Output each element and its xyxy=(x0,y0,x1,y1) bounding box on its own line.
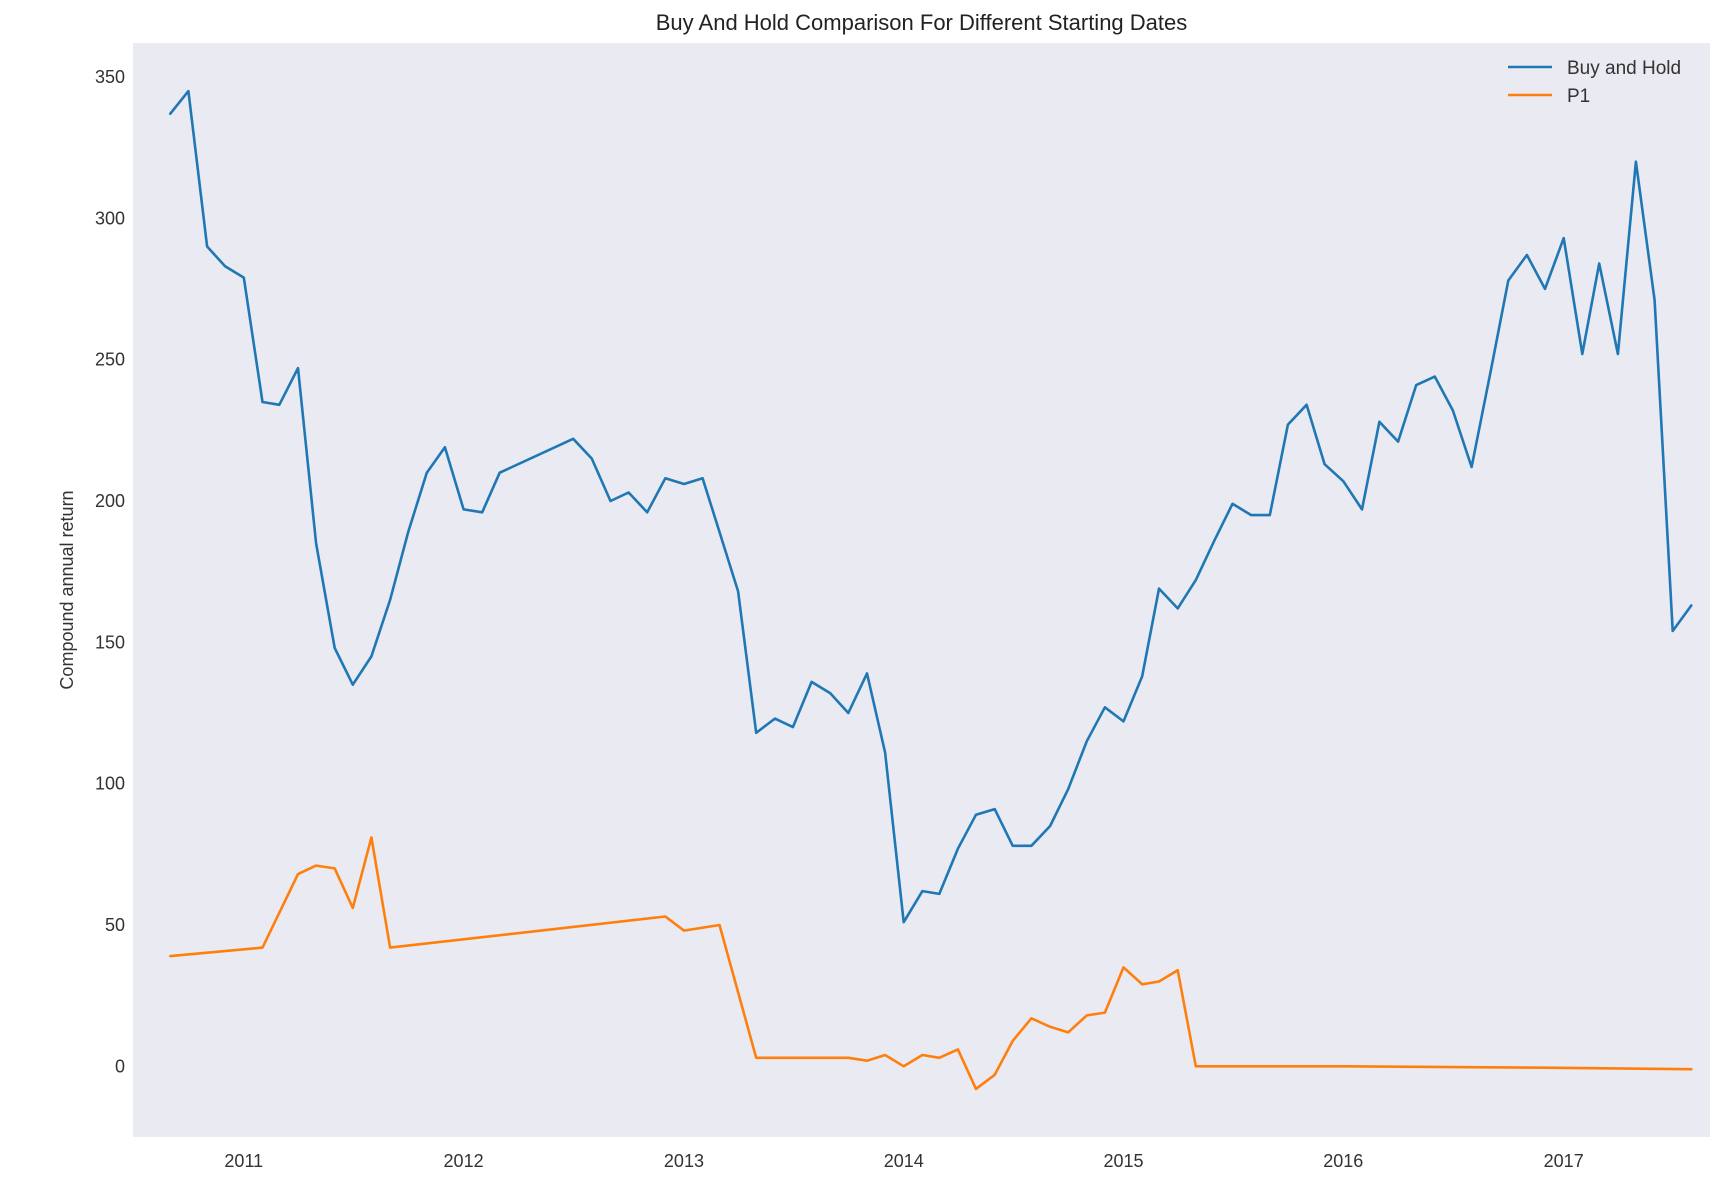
series-lines xyxy=(169,89,1693,1091)
y-tick-label: 200 xyxy=(95,491,125,511)
y-axis-title: Compound annual return xyxy=(57,490,77,689)
legend-label: P1 xyxy=(1567,86,1590,107)
x-tick-label: 2011 xyxy=(224,1151,263,1171)
series-line-p1 xyxy=(169,836,1693,1091)
y-tick-label: 350 xyxy=(95,67,125,87)
x-tick-label: 2017 xyxy=(1544,1151,1584,1171)
x-tick-label: 2015 xyxy=(1103,1151,1143,1171)
y-tick-label: 250 xyxy=(95,350,125,370)
y-tick-label: 0 xyxy=(115,1056,125,1076)
y-tick-label: 150 xyxy=(95,632,125,652)
plot-area xyxy=(133,43,1710,1137)
y-tick-label: 300 xyxy=(95,208,125,228)
series-line-buy-and-hold xyxy=(169,89,1693,924)
x-tick-label: 2014 xyxy=(884,1151,924,1171)
chart-title: Buy And Hold Comparison For Different St… xyxy=(656,10,1188,35)
x-tick-labels: 2011 2012 2013 2014 2015 2016 2017 xyxy=(224,1151,1583,1171)
legend-label: Buy and Hold xyxy=(1567,58,1681,79)
x-tick-label: 2016 xyxy=(1323,1151,1363,1171)
y-tick-labels: 0 50 100 150 200 250 300 350 xyxy=(95,67,125,1076)
y-tick-label: 50 xyxy=(105,915,125,935)
y-tick-label: 100 xyxy=(95,774,125,794)
legend: Buy and Hold P1 xyxy=(1508,58,1681,107)
x-tick-label: 2012 xyxy=(444,1151,484,1171)
x-tick-label: 2013 xyxy=(664,1151,704,1171)
